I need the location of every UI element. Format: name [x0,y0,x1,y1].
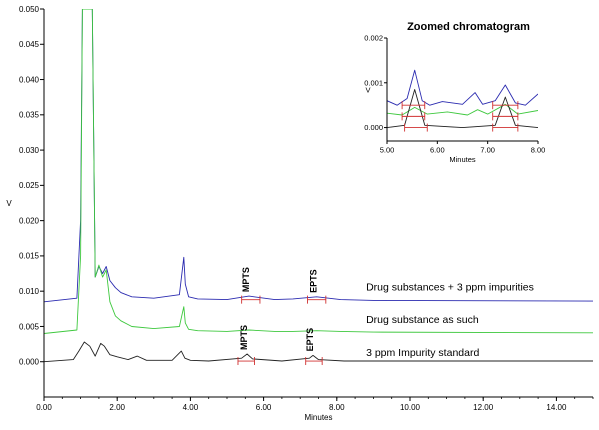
x-tick-label: 2.00 [109,403,125,412]
y-tick-label: 0.045 [19,40,40,49]
series-group [387,69,538,132]
series-line-1 [44,9,593,334]
y-tick-label: 0.040 [19,75,40,84]
zoom-inset: 5.00 6.00 7.00 8.00 0.000 0.001 0.002 Zoomed ch… [344,11,596,168]
x-tick-label: 12.00 [473,403,494,412]
x-tick-label: 6.00 [430,146,445,155]
y-tick-label: 0.050 [19,5,40,14]
y-tick-label: 0.002 [364,34,383,43]
peak-label: EPTS [309,269,319,293]
series-line-2 [387,89,538,129]
x-tick-label: 0.00 [36,403,52,412]
y-tick-label: 0.001 [364,78,383,87]
series-line-0 [387,69,538,106]
y-tick-label: 0.025 [19,181,40,190]
x-tick-label: 14.00 [546,403,567,412]
y-tick-label: 0.035 [19,111,40,120]
y-tick-label: 0.000 [364,123,383,132]
peak-label: EPTS [305,328,315,352]
peak-label: MPTS [239,325,249,350]
x-tick-label: 10.00 [400,403,421,412]
peak-label: MPTS [241,267,251,292]
x-tick-label: 7.00 [480,146,495,155]
series-line-0 [44,9,593,303]
y-tick-label: 0.030 [19,146,40,155]
trace-label: 3 ppm Impurity standard [366,347,479,359]
x-axis-label: Minutes [449,155,476,164]
x-tick-label: 8.00 [329,403,345,412]
y-tick-label: 0.000 [19,358,40,367]
y-tick-label: 0.005 [19,322,40,331]
y-tick-label: 0.015 [19,252,40,261]
chart-title: Zoomed chromatogram [407,21,530,33]
trace-label: Drug substance as such [366,314,479,326]
y-tick-label: 0.010 [19,287,40,296]
main-chart: 0.00 2.00 4.00 6.00 8.00 10.00 12.00 14.00 0.000… [6,5,594,422]
x-tick-label: 5.00 [380,146,395,155]
y-tick-label: 0.020 [19,216,40,225]
x-axis-label: Minutes [304,413,332,422]
series-line-2 [44,341,593,363]
series-group [44,9,593,366]
x-tick-label: 6.00 [256,403,272,412]
x-tick-label: 8.00 [531,146,546,155]
y-axis-label: V [365,86,370,95]
y-axis-label: V [6,199,12,208]
x-tick-label: 4.00 [183,403,199,412]
trace-label: Drug substances + 3 ppm impurities [366,281,534,293]
